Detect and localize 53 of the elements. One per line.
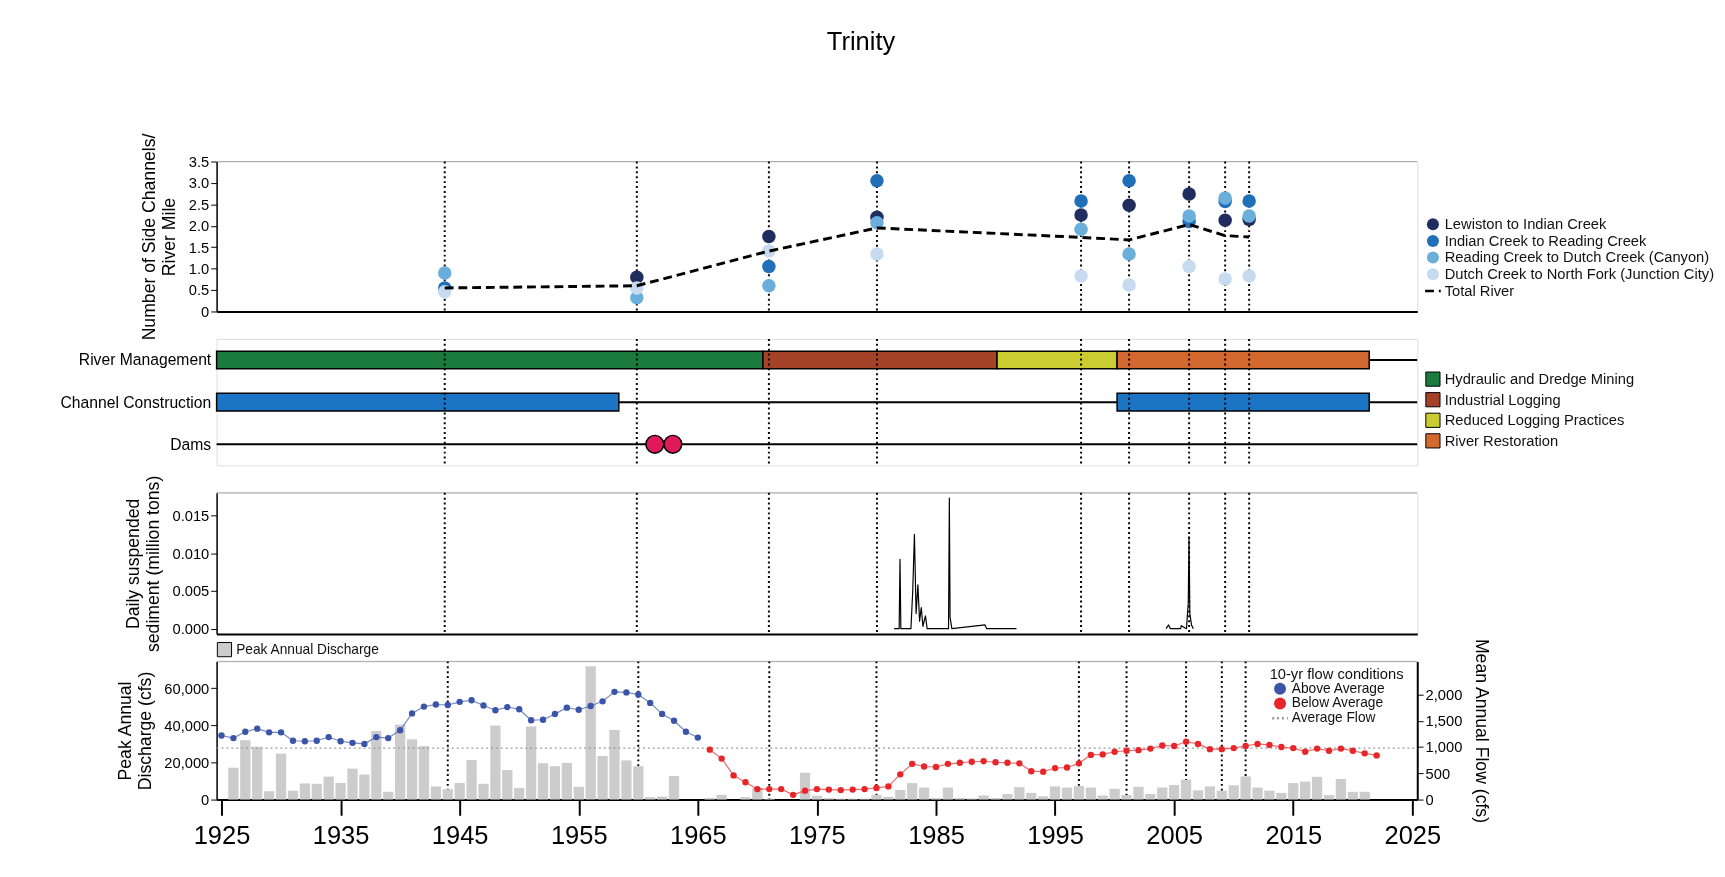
legend-label: Reduced Logging Practices	[1444, 412, 1625, 429]
y2-tick-label: 0	[1425, 791, 1434, 808]
y-tick-label: 1.5	[188, 239, 210, 256]
legend-label: Indian Creek to Reading Creek	[1444, 232, 1647, 249]
y2-tick-label: 1,000	[1425, 739, 1463, 756]
x-tick-label: 1945	[431, 821, 489, 850]
y-tick-label: 20,000	[164, 754, 210, 771]
legend-label: River Restoration	[1444, 432, 1559, 449]
y-tick-label: 0.000	[172, 621, 210, 638]
y-tick-label: 2.5	[188, 196, 210, 213]
legend-label: Average Flow	[1291, 710, 1376, 726]
legend-label: Total River	[1444, 282, 1515, 299]
x-tick-label: 1985	[908, 821, 965, 850]
y-axis-title: Number of Side Channels/ River Mile	[139, 133, 180, 341]
x-tick-label: 1975	[789, 821, 846, 850]
y2-tick-label: 2,000	[1425, 686, 1463, 703]
y-tick-label: 2.0	[188, 218, 210, 235]
y-tick-label: 1.0	[188, 261, 210, 278]
legend-label: Reading Creek to Dutch Creek (Canyon)	[1444, 249, 1710, 266]
y2-tick-label: 500	[1425, 765, 1451, 782]
y-tick-label: 0.005	[172, 583, 210, 600]
y-tick-label: 0.5	[188, 282, 210, 299]
y-tick-label: 0	[201, 791, 210, 808]
y-tick-label: 0.010	[172, 545, 210, 562]
y-tick-label: 3.0	[188, 175, 210, 192]
y-tick-label: 40,000	[164, 717, 210, 734]
y-tick-label: 0.015	[172, 507, 210, 524]
legend-label: Peak Annual Discharge	[236, 641, 380, 657]
legend-title: 10-yr flow conditions	[1269, 666, 1404, 683]
y-tick-label: 3.5	[188, 153, 210, 170]
y-axis-title: Peak Annual Discharge (cfs)	[114, 671, 155, 791]
x-tick-label: 2025	[1384, 821, 1442, 850]
x-tick-label: 1925	[193, 821, 251, 850]
chart-title: Trinity	[826, 26, 896, 55]
legend-label: Lewiston to Indian Creek	[1444, 216, 1607, 233]
legend-label: Industrial Logging	[1444, 391, 1561, 408]
y-tick-label: Dams	[170, 435, 212, 453]
x-tick-label: 1965	[669, 821, 727, 850]
y-axis-title: Daily suspended sediment (million tons)	[123, 475, 163, 653]
y-tick-label: 60,000	[164, 680, 210, 697]
y-tick-label: 0	[201, 303, 210, 320]
x-tick-label: 1935	[312, 821, 370, 850]
y2-axis-title: Mean Annual Flow (cfs)	[1472, 638, 1493, 824]
y2-tick-label: 1,500	[1425, 713, 1463, 730]
x-tick-label: 1955	[550, 821, 608, 850]
x-tick-label: 1995	[1027, 821, 1084, 850]
x-tick-label: 2005	[1146, 821, 1203, 850]
legend-label: Hydraulic and Dredge Mining	[1444, 371, 1635, 388]
y-tick-label: Channel Construction	[60, 393, 212, 411]
legend-label: Dutch Creek to North Fork (Junction City)	[1444, 266, 1715, 283]
x-tick-label: 2015	[1265, 821, 1323, 850]
legend-label: Below Average	[1291, 695, 1384, 711]
y-tick-label: River Management	[78, 351, 212, 369]
